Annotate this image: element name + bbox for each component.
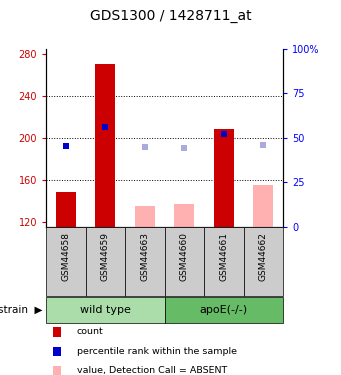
Text: wild type: wild type [80, 305, 131, 315]
Text: GSM44662: GSM44662 [259, 232, 268, 281]
Bar [253, 185, 273, 227]
Bar [214, 129, 234, 227]
Text: GSM44661: GSM44661 [219, 232, 228, 281]
Bar [95, 64, 115, 227]
Text: GSM44658: GSM44658 [61, 232, 70, 281]
Bar [56, 192, 76, 227]
Text: strain  ▶: strain ▶ [0, 305, 43, 315]
Text: value, Detection Call = ABSENT: value, Detection Call = ABSENT [77, 366, 227, 375]
Bar [135, 206, 155, 227]
Text: GSM44659: GSM44659 [101, 232, 110, 281]
Bar [174, 204, 194, 227]
Text: count: count [77, 327, 103, 336]
Text: percentile rank within the sample: percentile rank within the sample [77, 347, 237, 356]
Text: apoE(-/-): apoE(-/-) [200, 305, 248, 315]
Text: GDS1300 / 1428711_at: GDS1300 / 1428711_at [90, 9, 251, 23]
Text: GSM44663: GSM44663 [140, 232, 149, 281]
Text: GSM44660: GSM44660 [180, 232, 189, 281]
